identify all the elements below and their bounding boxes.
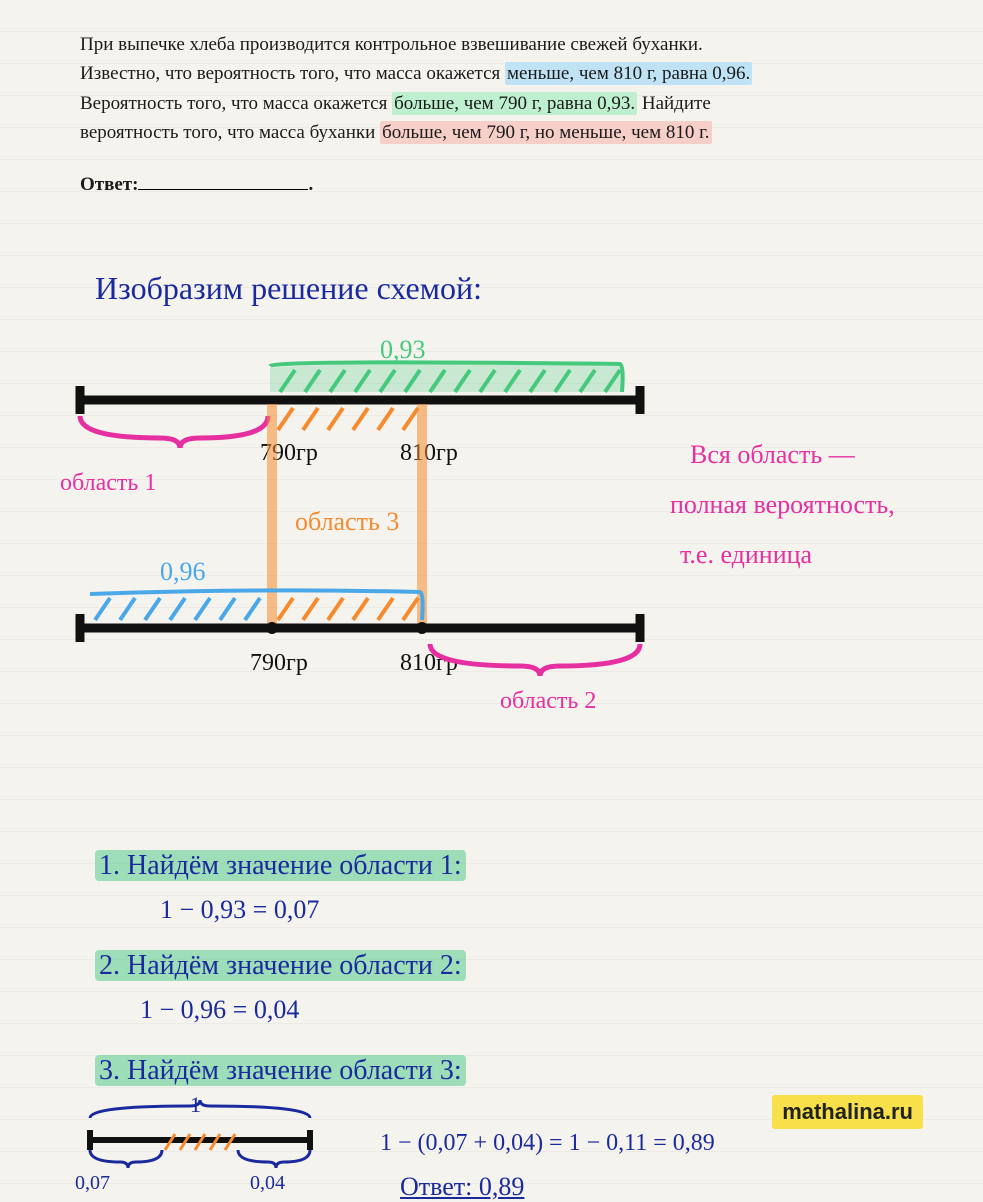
highlight-blue: меньше, чем 810 г, равна 0,96. [505,62,752,85]
step1-text: 1. Найдём значение области 1: [95,850,466,881]
tick-790-2 [266,622,278,634]
highlight-green: больше, чем 790 г, равна 0,93. [392,92,637,115]
answer-line: Ответ:. [80,174,313,196]
problem-line1: При выпечке хлеба производится контрольн… [80,34,703,55]
label-096: 0,96 [160,557,206,586]
hw-title: Изобразим решение схемой: [95,270,482,307]
step-1: 1. Найдём значение области 1: [95,850,466,882]
label-810-bot: 810гр [400,650,458,676]
watermark: mathalina.ru [772,1095,923,1129]
note-full-1: Вся область — [690,440,855,470]
note-full-3: т.е. единица [680,540,812,570]
mini-007: 0,07 [75,1172,110,1195]
problem-line3a: Вероятность того, что масса окажется [80,93,392,114]
step3-text: 3. Найдём значение области 3: [95,1055,466,1086]
step2-text: 2. Найдём значение области 2: [95,950,466,981]
label-region2: область 2 [500,688,596,715]
orange-hatch [278,408,418,430]
problem-line3b: Найдите [637,93,711,114]
blue-hatch-lines [95,598,260,620]
mini-brace-r [238,1150,310,1168]
green-hatch-area [270,364,622,392]
label-810-top: 810гр [400,440,458,466]
diagram-upper: 0,93 790гр 810гр область 3 0,96 [60,330,680,710]
brace-region1 [80,416,268,448]
tick-810-2 [416,622,428,634]
label-790-bot: 790гр [250,650,308,676]
answer-blank[interactable] [138,189,308,190]
step-2: 2. Найдём значение области 2: [95,950,466,982]
calc-3: 1 − (0,07 + 0,04) = 1 − 0,11 = 0,89 [380,1130,715,1157]
note-full-2: полная вероятность, [670,490,895,520]
orange-hatch-lower [278,598,418,620]
final-answer: Ответ: 0,89 [400,1172,524,1202]
mini-004: 0,04 [250,1172,285,1195]
calc-2: 1 − 0,96 = 0,04 [140,995,299,1025]
problem-line2a: Известно, что вероятность того, что масс… [80,63,505,84]
problem-text: При выпечке хлеба производится контрольн… [80,30,900,148]
mini-brace-l [90,1150,162,1168]
label-region1: область 1 [60,470,156,497]
label-region3: область 3 [295,507,399,536]
calc-1: 1 − 0,93 = 0,07 [160,895,319,925]
highlight-red: больше, чем 790 г, но меньше, чем 810 г. [380,121,711,144]
brace-region2 [430,644,640,676]
answer-punct: . [308,174,313,195]
problem-line4a: вероятность того, что масса буханки [80,122,380,143]
answer-label: Ответ: [80,174,138,195]
step-3: 3. Найдём значение области 3: [95,1055,466,1087]
label-093: 0,93 [380,335,426,364]
mini-one: 1 [190,1092,201,1118]
